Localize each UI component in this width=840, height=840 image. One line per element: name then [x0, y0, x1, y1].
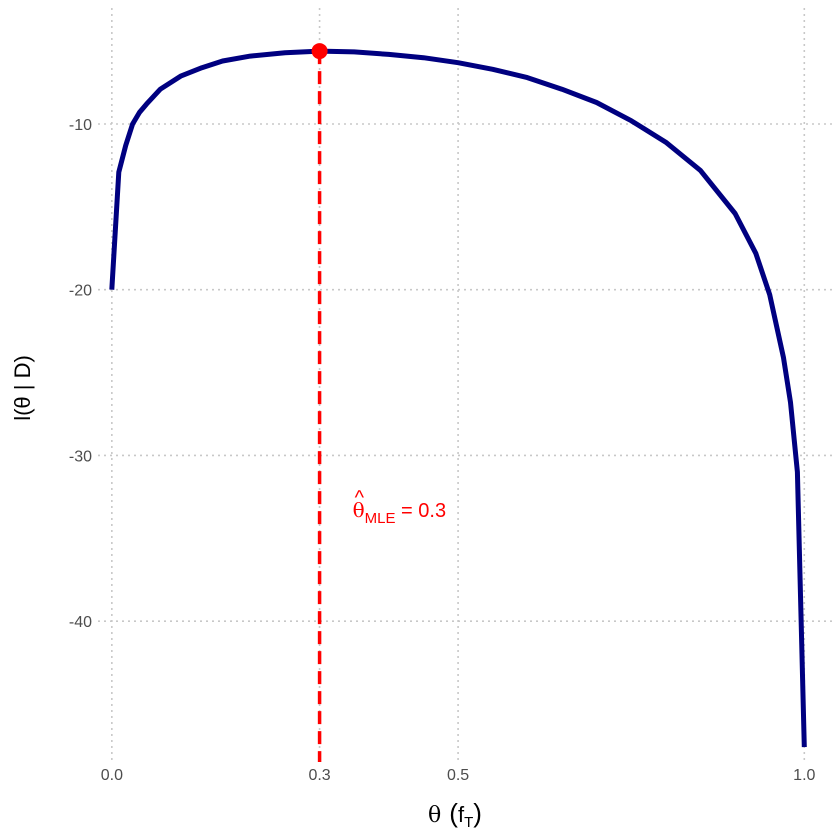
y-tick-label: -30: [69, 448, 92, 465]
log-likelihood-curve: [109, 48, 807, 748]
y-tick-label: -40: [69, 614, 92, 631]
mle-annotation-value: = 0.3: [395, 500, 446, 522]
x-axis-title: θ (fT): [428, 798, 482, 831]
x-tick-label: 0.5: [447, 767, 469, 784]
x-axis-paren-open: (: [449, 798, 458, 828]
mle-annotation-subscript: MLE: [365, 510, 396, 527]
y-tick-label: -20: [69, 283, 92, 300]
y-axis-title: l(θ | D): [10, 355, 35, 421]
x-axis-paren-close: ): [473, 798, 482, 828]
mle-annotation: θMLE = 0.3: [353, 498, 447, 527]
mle-annotation-symbol: θ: [353, 498, 365, 522]
mle-annotation-hat: ^: [355, 487, 365, 509]
grid-lines: [98, 8, 832, 762]
x-tick-label: 1.0: [793, 767, 815, 784]
x-tick-label: 0.0: [101, 767, 123, 784]
x-tick-label: 0.3: [308, 767, 330, 784]
y-tick-label: -10: [69, 117, 92, 134]
x-axis-theta: θ: [428, 803, 441, 828]
tick-labels: 0.0 0.3 0.5 1.0 -10 -20 -30 -40: [69, 117, 816, 784]
mle-point: [311, 43, 328, 60]
x-axis-subscript: T: [464, 814, 473, 831]
x-axis-var: f: [458, 802, 465, 827]
